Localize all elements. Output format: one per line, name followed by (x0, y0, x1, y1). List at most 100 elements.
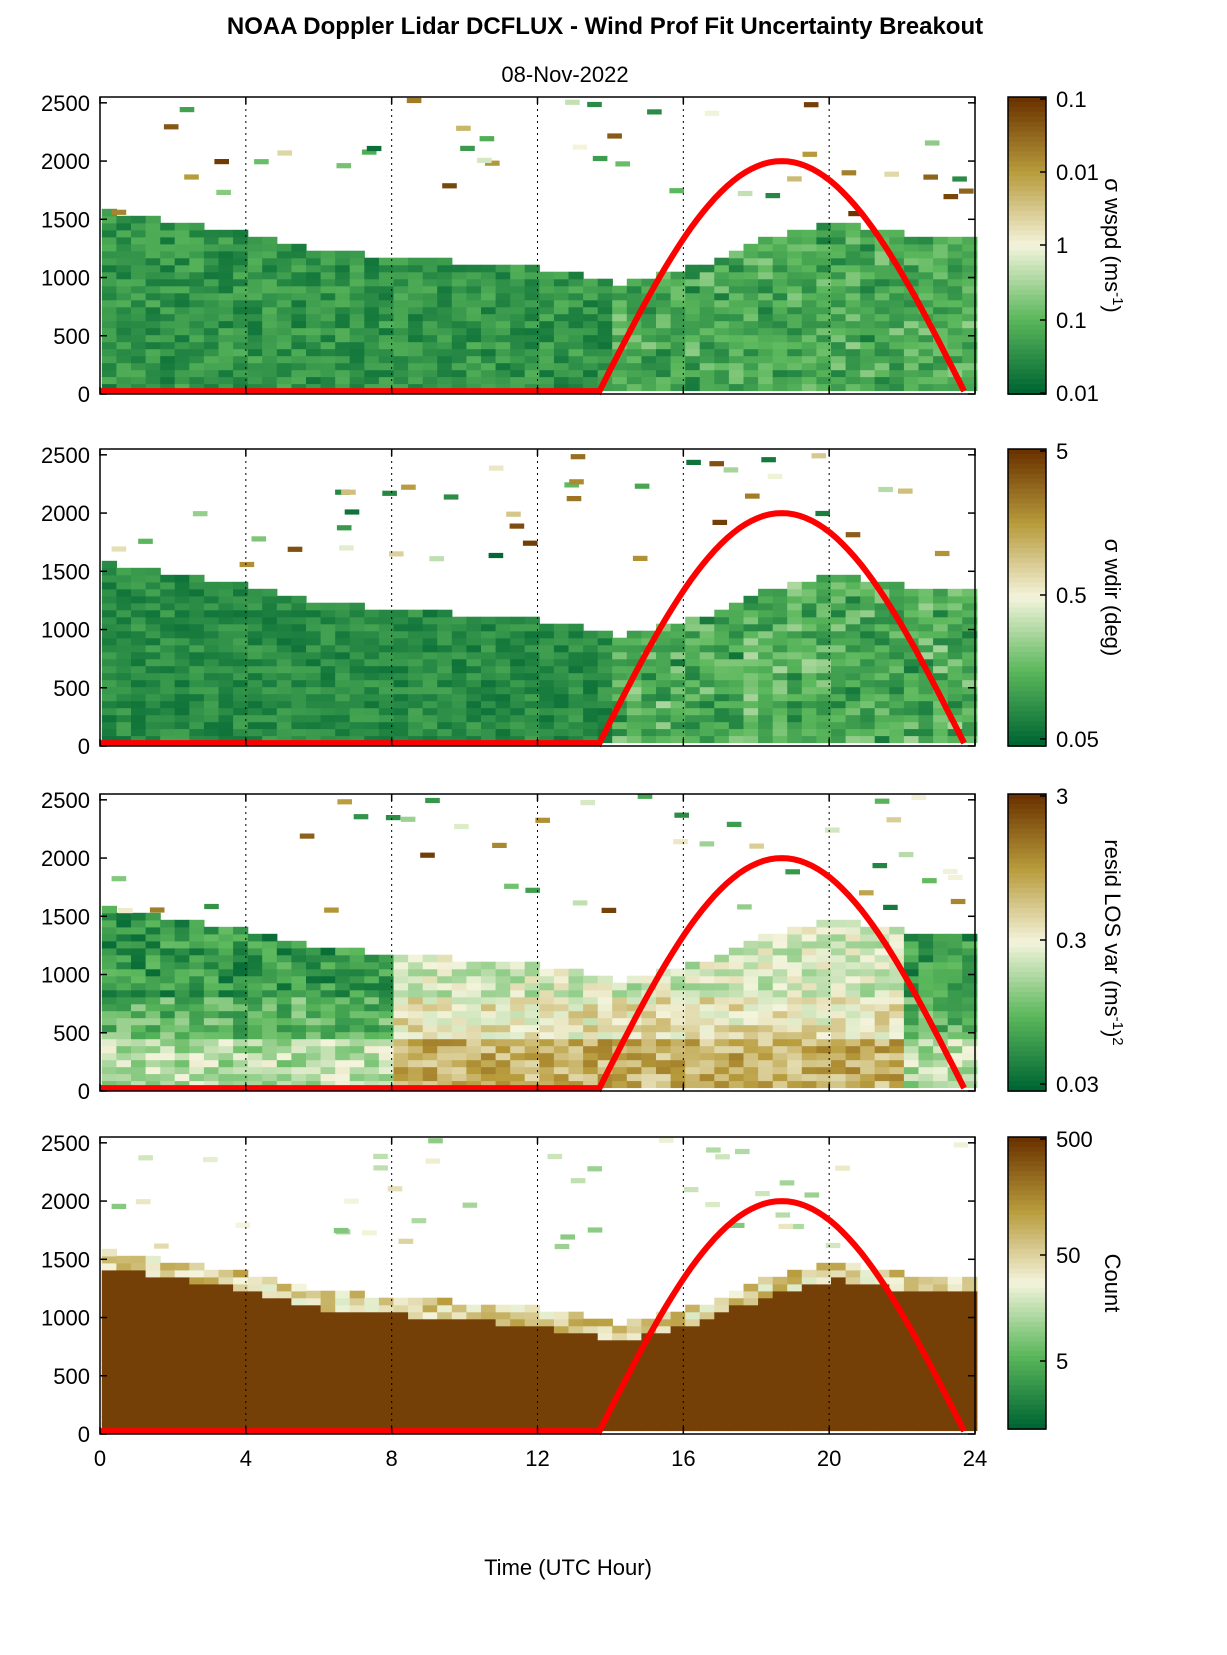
heatmap-cell (276, 348, 292, 357)
heatmap-cell (539, 1360, 555, 1369)
heatmap-cell (831, 721, 847, 730)
heatmap-cell (276, 313, 292, 322)
heatmap-cell (364, 1080, 380, 1089)
heatmap-cell (553, 383, 570, 392)
heatmap-cell (203, 1367, 220, 1376)
heatmap-cell (612, 1402, 628, 1411)
heatmap-cell (670, 721, 686, 730)
heatmap-cell (699, 968, 715, 977)
colorbar-tick-label: 1 (1056, 233, 1068, 258)
heatmap-cell (116, 264, 132, 273)
heatmap-cell (553, 721, 570, 730)
heatmap-cell (364, 383, 380, 392)
heatmap-cell (612, 320, 628, 329)
heatmap-cell (203, 602, 220, 611)
heatmap-cell (349, 348, 365, 357)
heatmap-cell (626, 693, 642, 702)
heatmap-cell (510, 975, 526, 984)
heatmap-cell (510, 383, 526, 392)
heatmap-cell (131, 700, 147, 709)
heatmap-cell (320, 707, 336, 716)
heatmap-cell (451, 1346, 467, 1355)
heatmap-cell (568, 1318, 584, 1327)
heatmap-cell (233, 250, 249, 259)
colorbar-band (1008, 329, 1046, 336)
heatmap-cell (626, 1059, 642, 1068)
heatmap-cell (291, 334, 307, 343)
heatmap-cell (276, 1395, 292, 1404)
heatmap-cell (218, 327, 234, 336)
heatmap-cell (189, 327, 205, 336)
heatmap-cell (612, 644, 628, 653)
heatmap-cell (233, 658, 249, 667)
heatmap-cell (816, 341, 832, 350)
heatmap-cell (291, 1423, 307, 1432)
heatmap-cell (422, 968, 438, 977)
heatmap-cell (335, 278, 351, 287)
heatmap-cell (145, 1402, 161, 1411)
heatmap-cell (845, 707, 861, 716)
heatmap-cell (101, 609, 117, 618)
heatmap-cell (860, 644, 876, 653)
heatmap-cell (174, 1332, 190, 1341)
heatmap-cell (408, 299, 424, 308)
heatmap-cell (845, 623, 861, 632)
heatmap-cell (933, 1073, 949, 1082)
heatmap-cell (962, 933, 978, 942)
heatmap-cell (495, 686, 511, 695)
heatmap-cell (131, 1255, 147, 1264)
heatmap-cell (656, 1423, 672, 1432)
heatmap-cell (685, 383, 701, 392)
heatmap-cell (553, 271, 570, 280)
heatmap-cell (247, 609, 263, 618)
heatmap-cell (612, 383, 628, 392)
heatmap-cell (378, 961, 395, 970)
heatmap-cell (539, 271, 555, 280)
heatmap-cell (845, 327, 861, 336)
heatmap-cell (801, 679, 817, 688)
heatmap-cell (583, 1409, 599, 1418)
heatmap-cell (626, 630, 642, 639)
heatmap-cell (889, 630, 905, 639)
colorbar-2: 50.50.05σ wdir (deg) (1007, 439, 1125, 752)
heatmap-cell (233, 341, 249, 350)
heatmap-cell (179, 107, 195, 113)
heatmap-cell (918, 362, 934, 371)
heatmap-cell (349, 250, 365, 259)
heatmap-cell (656, 1353, 672, 1362)
heatmap-cell (874, 968, 890, 977)
heatmap-cell (364, 1395, 380, 1404)
heatmap-cell (437, 616, 453, 625)
heatmap-cell (262, 1290, 278, 1299)
heatmap-cell (758, 961, 774, 970)
heatmap-cell (539, 1052, 555, 1061)
heatmap-cell (553, 292, 570, 301)
heatmap-cell (787, 1052, 803, 1061)
heatmap-cell (656, 665, 672, 674)
heatmap-cell (962, 954, 978, 963)
heatmap-cell (831, 693, 847, 702)
heatmap-cell (918, 236, 934, 245)
heatmap-cell (189, 222, 205, 231)
heatmap-cell (772, 355, 788, 364)
heatmap-cell (685, 1367, 701, 1376)
heatmap-cell (262, 968, 278, 977)
heatmap-cell (568, 1332, 584, 1341)
heatmap-cell (335, 630, 351, 639)
heatmap-cell (451, 299, 467, 308)
heatmap-cell (656, 1024, 672, 1033)
heatmap-cell (189, 1080, 205, 1089)
heatmap-cell (670, 1073, 686, 1082)
heatmap-cell (787, 954, 803, 963)
heatmap-cell (364, 686, 380, 695)
heatmap-cell (306, 954, 322, 963)
heatmap-cell (947, 644, 963, 653)
heatmap-cell (714, 996, 730, 1005)
heatmap-cell (903, 1080, 920, 1089)
heatmap-cell (203, 243, 220, 252)
heatmap-cell (408, 383, 424, 392)
heatmap-cell (539, 1332, 555, 1341)
heatmap-cell (247, 623, 263, 632)
heatmap-cell (422, 989, 438, 998)
heatmap-cell (174, 588, 190, 597)
